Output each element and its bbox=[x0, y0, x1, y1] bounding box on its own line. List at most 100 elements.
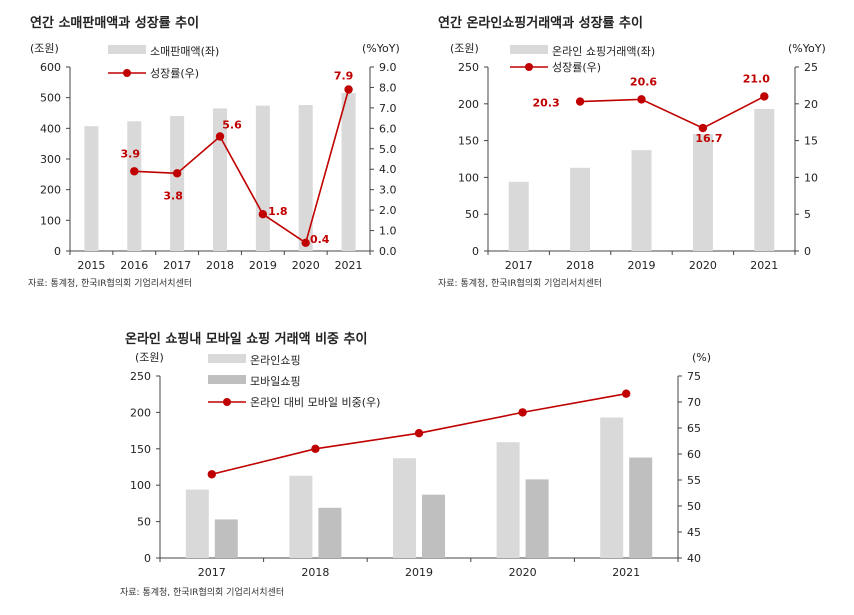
chart3-bar-1 bbox=[600, 417, 624, 558]
chart1-left-tick-label: 200 bbox=[40, 184, 61, 197]
chart2-line-point bbox=[637, 95, 646, 104]
chart1-right-tick-label: 3.0 bbox=[379, 184, 397, 197]
chart1-right-tick-label: 5.0 bbox=[379, 143, 397, 156]
chart1-bar-1 bbox=[127, 121, 142, 251]
chart3-bar-1 bbox=[496, 442, 520, 558]
chart3-right-tick-label: 50 bbox=[687, 500, 701, 513]
chart2-x-tick-label: 2020 bbox=[689, 259, 717, 272]
chart3-legend-label: 온라인 대비 모바일 비중(우) bbox=[250, 395, 380, 409]
chart3-right-tick-label: 65 bbox=[687, 422, 701, 435]
chart3-legend-label: 모바일쇼핑 bbox=[250, 374, 301, 388]
chart3-source: 자료: 통계청, 한국IR협의회 기업리서치센터 bbox=[120, 588, 285, 598]
chart3-bar-1 bbox=[185, 489, 209, 558]
chart3-bar-2 bbox=[525, 479, 549, 558]
chart1-legend-swatch bbox=[108, 45, 146, 54]
chart3-line-point bbox=[207, 470, 216, 479]
chart1-line-point bbox=[172, 169, 182, 178]
chart2-right-tick-label: 0 bbox=[804, 245, 811, 258]
chart2-data-label: 20.3 bbox=[533, 97, 560, 110]
chart3-right-tick-label: 45 bbox=[687, 526, 701, 539]
chart2-left-tick-label: 50 bbox=[465, 208, 479, 221]
chart3-bar-1 bbox=[289, 475, 313, 558]
chart2-data-label: 21.0 bbox=[743, 72, 770, 85]
chart1-x-tick-label: 2015 bbox=[77, 259, 105, 272]
chart1-legend-label: 성장률(우) bbox=[150, 67, 199, 80]
chart1-right-tick-label: 7.0 bbox=[379, 102, 397, 115]
chart3-bar-1 bbox=[393, 458, 416, 558]
chart1-x-tick-label: 2021 bbox=[335, 259, 363, 272]
chart2-bar-1 bbox=[754, 108, 775, 252]
chart2-title: 연간 온라인쇼핑거래액과 성장률 추이 bbox=[438, 16, 643, 31]
chart2-left-tick-label: 250 bbox=[458, 61, 479, 74]
chart3-bar-2 bbox=[318, 507, 342, 558]
chart2-right-tick-label: 15 bbox=[804, 135, 818, 148]
chart3-left-tick-label: 200 bbox=[130, 406, 151, 419]
chart3-x-tick-label: 2018 bbox=[301, 566, 329, 579]
chart1-right-tick-label: 0.0 bbox=[379, 245, 397, 258]
chart2-line-point bbox=[575, 97, 585, 106]
chart3-line-point bbox=[518, 408, 527, 417]
chart2-x-tick-label: 2019 bbox=[628, 259, 656, 272]
chart2-legend-label: 성장률(우) bbox=[552, 61, 601, 74]
chart2-x-tick-label: 2017 bbox=[505, 259, 533, 272]
chart2-right-tick-label: 10 bbox=[804, 171, 818, 184]
chart1-right-tick-label: 6.0 bbox=[379, 122, 397, 135]
chart1-bar-1 bbox=[84, 126, 99, 251]
chart1-left-tick-label: 300 bbox=[40, 153, 61, 166]
chart2-legend-swatch-dot bbox=[525, 63, 533, 71]
chart3-x-tick-label: 2017 bbox=[198, 566, 226, 579]
chart1-x-tick-label: 2016 bbox=[120, 259, 148, 272]
chart1-data-label: 3.8 bbox=[163, 189, 183, 202]
chart1-title: 연간 소매판매액과 성장률 추이 bbox=[30, 16, 200, 31]
chart1-x-tick-label: 2018 bbox=[206, 259, 234, 272]
chart1-bar-1 bbox=[255, 105, 270, 251]
chart1-left-tick-label: 0 bbox=[54, 245, 61, 258]
chart3-right-tick-label: 75 bbox=[687, 370, 701, 383]
chart2-left-tick-label: 150 bbox=[458, 135, 479, 148]
chart1-legend-swatch-dot bbox=[123, 69, 131, 77]
chart3-left-tick-label: 250 bbox=[130, 370, 151, 383]
chart1-data-label: 3.9 bbox=[121, 147, 141, 160]
chart1-source: 자료: 통계청, 한국IR협의회 기업리서치센터 bbox=[28, 279, 193, 289]
chart1-legend-label: 소매판매액(좌) bbox=[150, 45, 219, 58]
chart1-line-point bbox=[301, 238, 310, 248]
chart3-legend-label: 온라인쇼핑 bbox=[250, 354, 301, 367]
chart1-right-tick-label: 8.0 bbox=[379, 81, 397, 94]
chart2-bar-1 bbox=[692, 133, 713, 251]
chart3-line-point bbox=[622, 389, 631, 398]
chart1-line-point bbox=[130, 167, 139, 176]
chart1-left-tick-label: 500 bbox=[40, 92, 61, 105]
chart3-bar-2 bbox=[629, 457, 653, 558]
chart2-line-point bbox=[760, 92, 769, 101]
chart1-data-label: 5.6 bbox=[222, 119, 242, 132]
chart1-bar-1 bbox=[298, 105, 313, 251]
chart2-bar-1 bbox=[508, 181, 529, 251]
chart3-x-tick-label: 2021 bbox=[612, 566, 640, 579]
chart2-source: 자료: 통계청, 한국IR협의회 기업리서치센터 bbox=[438, 279, 603, 289]
chart1-bar-1 bbox=[341, 93, 356, 251]
chart2-right-tick-label: 25 bbox=[804, 61, 818, 74]
chart3-line-point bbox=[414, 429, 424, 438]
chart1-data-label: 1.8 bbox=[268, 205, 288, 218]
chart3-legend-swatch bbox=[208, 375, 246, 384]
chart2-right-unit: (%YoY) bbox=[788, 42, 826, 55]
chart3-right-tick-label: 40 bbox=[687, 552, 701, 565]
chart2-left-tick-label: 100 bbox=[458, 171, 479, 184]
chart1-line-point bbox=[215, 132, 225, 141]
chart2-line bbox=[580, 95, 765, 129]
chart1-left-tick-label: 400 bbox=[40, 122, 61, 135]
chart1-right-tick-label: 4.0 bbox=[379, 163, 397, 176]
chart1-right-tick-label: 2.0 bbox=[379, 204, 397, 217]
chart3-bar-2 bbox=[422, 494, 445, 558]
chart3-legend-swatch-dot bbox=[223, 398, 231, 406]
chart1-x-tick-label: 2019 bbox=[249, 259, 277, 272]
chart2-x-tick-label: 2021 bbox=[750, 259, 778, 272]
chart1-x-tick-label: 2017 bbox=[163, 259, 191, 272]
chart1-left-tick-label: 100 bbox=[40, 214, 61, 227]
chart2-data-label: 16.7 bbox=[695, 132, 722, 145]
chart1-right-tick-label: 9.0 bbox=[379, 61, 397, 74]
chart3-left-tick-label: 0 bbox=[144, 552, 151, 565]
chart3-left-tick-label: 100 bbox=[130, 479, 151, 492]
chart2-bar-1 bbox=[631, 150, 652, 251]
